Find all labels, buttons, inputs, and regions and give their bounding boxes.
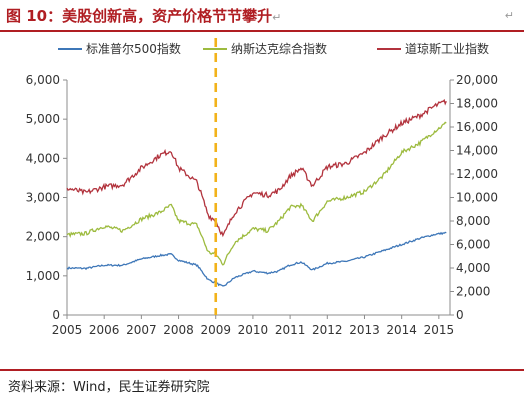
x-tick-label-5: 2010 <box>238 323 269 337</box>
source-note: 资料来源：Wind，民生证券研究院 <box>8 380 210 395</box>
figure-title: 图 10：美股创新高，资产价格节节攀升↵ <box>6 4 281 28</box>
y-right-tick-label-0: 0 <box>456 308 464 322</box>
x-tick-label-0: 2005 <box>52 323 83 337</box>
y-right-tick-label-5: 10,000 <box>456 191 498 205</box>
figure-title-text: 图 10：美股创新高，资产价格节节攀升 <box>6 7 273 25</box>
legend-label-0: 标准普尔500指数 <box>86 41 181 56</box>
x-tick-label-7: 2012 <box>312 323 343 337</box>
y-left-tick-label-0: 0 <box>52 308 60 322</box>
return-mark-icon-corner: ↵ <box>504 9 514 22</box>
x-tick-label-3: 2008 <box>163 323 194 337</box>
line-chart: 标准普尔500指数 纳斯达克综合指数 道琼斯工业指数 0 1,000 2,000 3,000… <box>26 38 498 337</box>
y-right-tick-label-3: 6,000 <box>456 238 490 252</box>
y-left-tick-label-4: 4,000 <box>26 151 60 165</box>
y-left-tick-label-1: 1,000 <box>26 269 60 283</box>
footer-rule <box>0 369 524 371</box>
y-right-tick-label-9: 18,000 <box>456 97 498 111</box>
series-line-0 <box>66 231 447 287</box>
y-right-tick-label-1: 2,000 <box>456 285 490 299</box>
y-left-tick-label-6: 6,000 <box>26 73 60 87</box>
x-tick-label-9: 2014 <box>386 323 417 337</box>
return-mark-icon: ↵ <box>272 11 282 24</box>
y-left-tick-label-2: 2,000 <box>26 230 60 244</box>
x-tick-label-4: 2009 <box>200 323 231 337</box>
series-line-1 <box>66 121 447 266</box>
y-right-tick-label-8: 16,000 <box>456 120 498 134</box>
y-right-tick-label-10: 20,000 <box>456 73 498 87</box>
y-right-tick-label-2: 4,000 <box>456 261 490 275</box>
x-tick-label-8: 2013 <box>349 323 380 337</box>
x-tick-label-1: 2006 <box>89 323 120 337</box>
legend-label-2: 道琼斯工业指数 <box>405 41 489 56</box>
y-left-tick-label-5: 5,000 <box>26 112 60 126</box>
series-line-2 <box>66 98 447 238</box>
x-tick-label-6: 2011 <box>275 323 306 337</box>
y-right-tick-label-6: 12,000 <box>456 167 498 181</box>
y-left-tick-label-3: 3,000 <box>26 191 60 205</box>
x-tick-label-2: 2007 <box>126 323 157 337</box>
y-right-tick-label-7: 14,000 <box>456 144 498 158</box>
title-rule <box>0 30 524 32</box>
x-tick-label-10: 2015 <box>424 323 455 337</box>
legend-label-1: 纳斯达克综合指数 <box>231 41 327 56</box>
y-right-tick-label-4: 8,000 <box>456 214 490 228</box>
